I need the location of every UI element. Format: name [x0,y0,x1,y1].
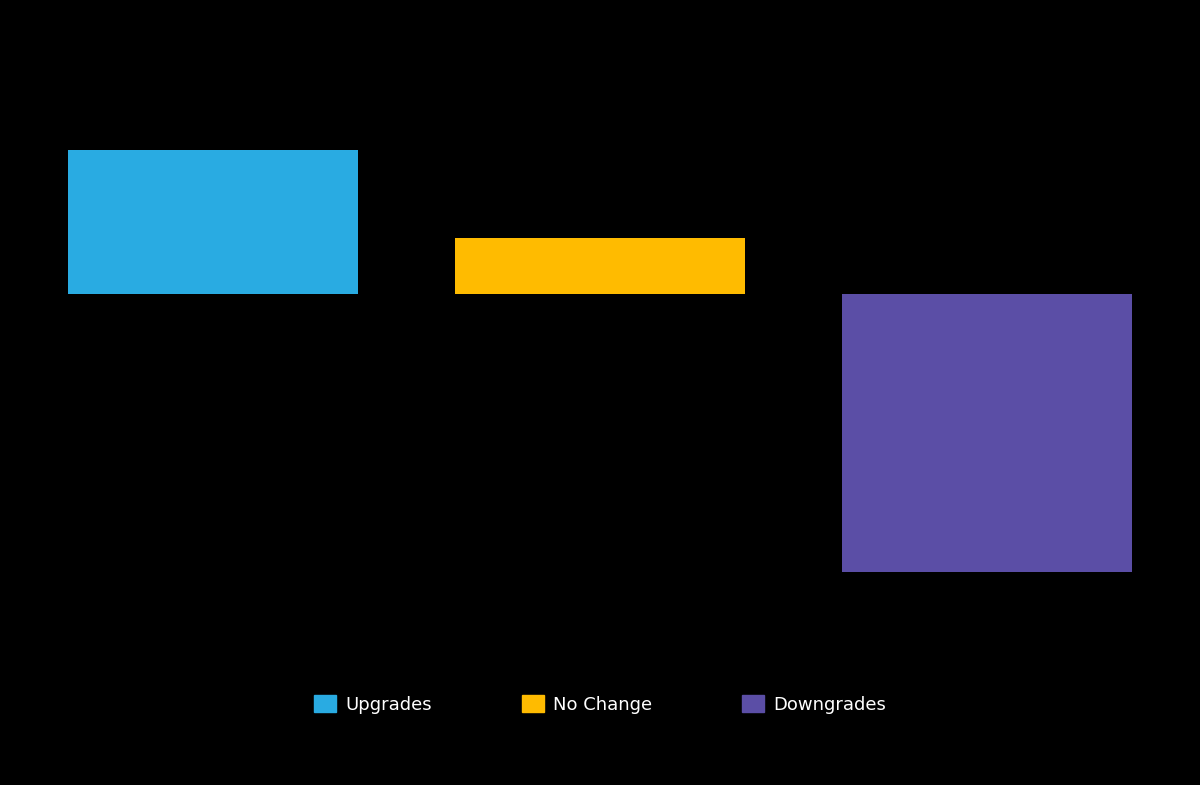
Bar [455,238,745,294]
Legend: Upgrades, No Change, Downgrades: Upgrades, No Change, Downgrades [307,688,893,721]
Bar [842,294,1133,571]
Bar [67,151,358,294]
